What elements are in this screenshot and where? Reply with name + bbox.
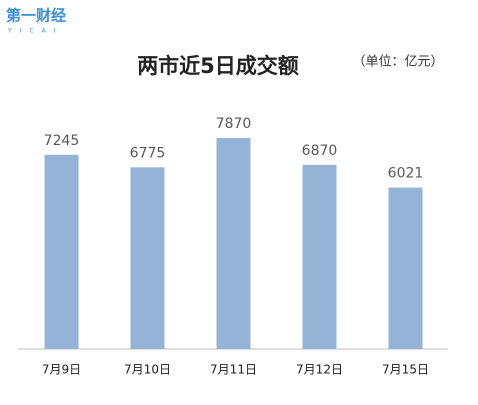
value-label: 6775 xyxy=(130,145,166,161)
logo: 第一财经 xyxy=(6,7,66,25)
bar xyxy=(130,167,165,349)
value-label: 6021 xyxy=(388,166,424,182)
x-tick-label: 7月15日 xyxy=(382,363,429,377)
value-label: 7870 xyxy=(216,116,252,132)
value-label: 6870 xyxy=(302,143,338,159)
bar xyxy=(216,138,251,349)
x-tick-label: 7月10日 xyxy=(124,363,171,377)
value-label: 7245 xyxy=(44,133,80,149)
chart-title: 两市近5日成交额 xyxy=(137,54,299,78)
logo-sub: YICAI xyxy=(7,28,64,35)
bar xyxy=(44,154,79,349)
bar xyxy=(302,164,337,349)
x-tick-label: 7月11日 xyxy=(210,363,257,377)
x-tick-label: 7月9日 xyxy=(42,363,81,377)
bar xyxy=(388,187,423,349)
x-tick-label: 7月12日 xyxy=(296,363,343,377)
chart-subtitle: （单位：亿元） xyxy=(352,55,443,70)
